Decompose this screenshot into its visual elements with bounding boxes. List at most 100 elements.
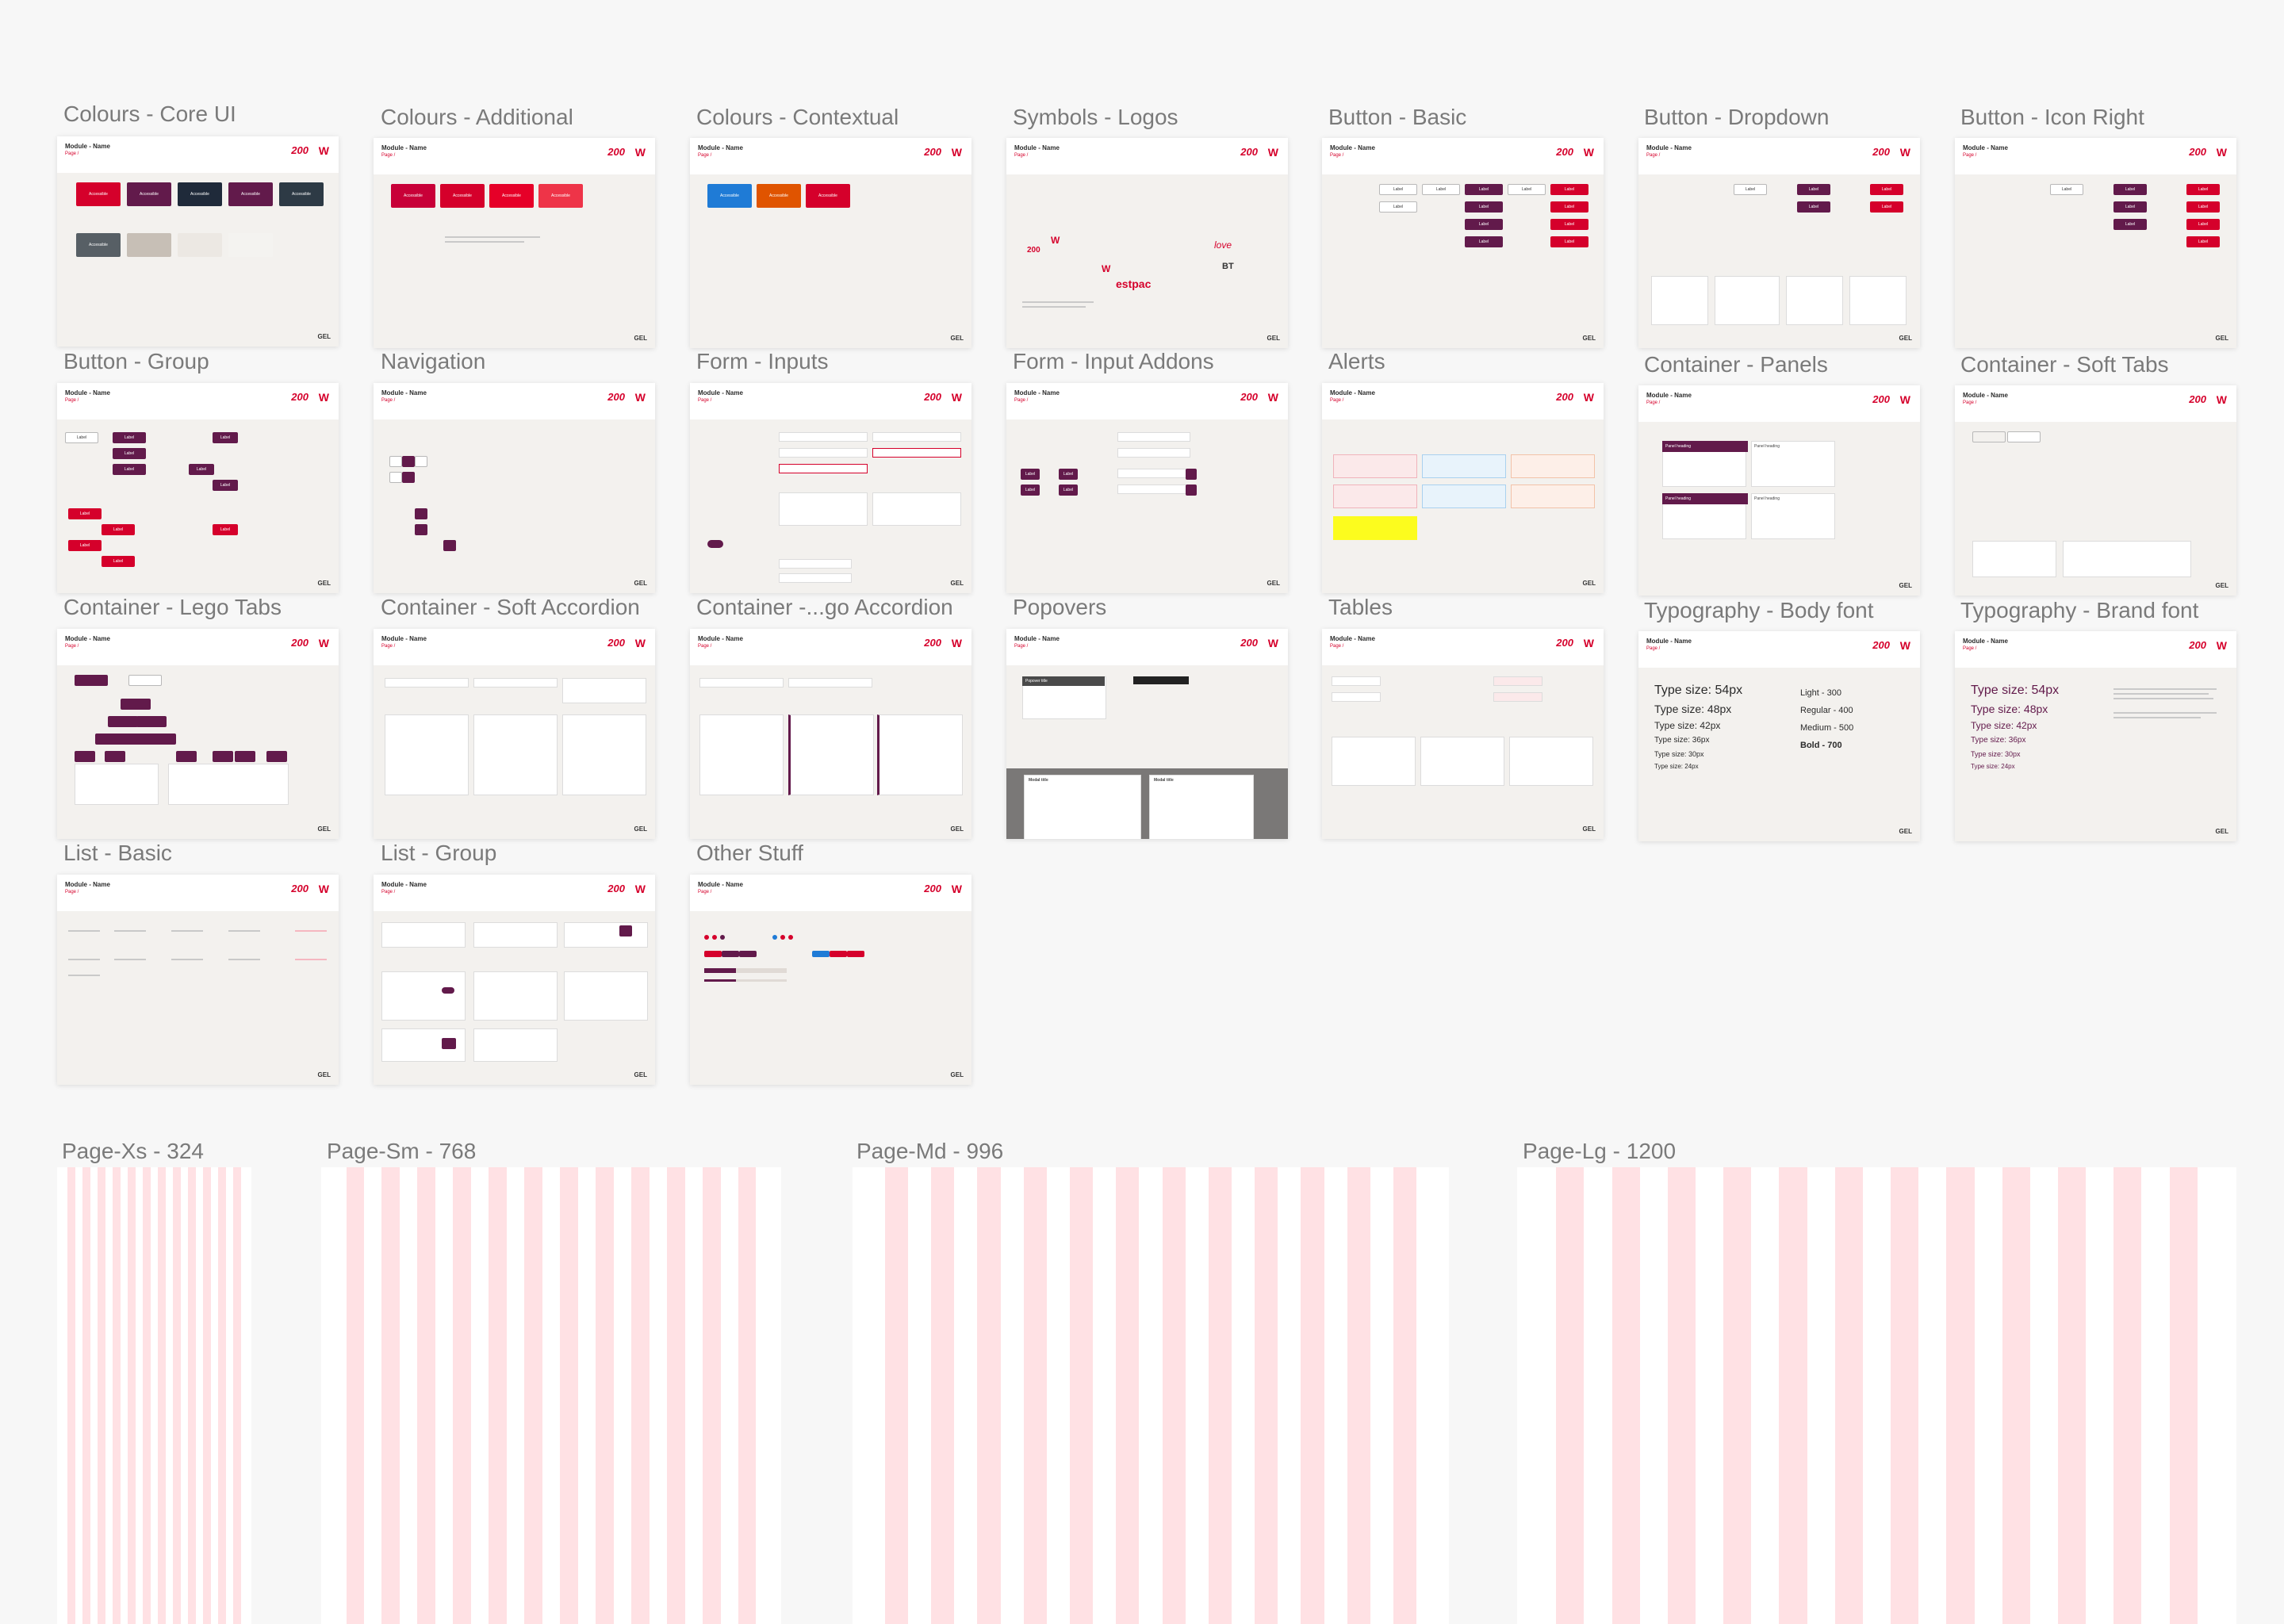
group-button[interactable]: Label: [213, 432, 238, 443]
list-group-toggle[interactable]: [442, 1038, 456, 1049]
dropdown-button[interactable]: Label: [1734, 184, 1767, 195]
lego-tab[interactable]: [105, 751, 125, 762]
pagination-item[interactable]: [402, 472, 415, 483]
toggle-switch[interactable]: [442, 987, 454, 994]
group-button[interactable]: Label: [68, 540, 102, 551]
board-button-group[interactable]: Module - Name Page / 200 W Label Label L…: [57, 383, 339, 593]
grid-frame-xs[interactable]: [57, 1167, 251, 1624]
soft-tab[interactable]: [1972, 431, 2006, 442]
grid-frame-lg[interactable]: [1517, 1167, 2236, 1624]
board-list-group[interactable]: Module - Name Page / 200 W GEL: [374, 875, 655, 1085]
board-container-soft-tabs[interactable]: Module - Name Page / 200 W GEL: [1955, 385, 2236, 596]
board-colours-additional[interactable]: Module - Name Page / 200 W Accessible Ac…: [374, 138, 655, 348]
board-colours-contextual[interactable]: Module - Name Page / 200 W Accessible Ac…: [690, 138, 971, 348]
accordion-header[interactable]: [699, 678, 784, 688]
icon-right-button[interactable]: Label: [2186, 219, 2220, 230]
label-button[interactable]: Label: [1465, 184, 1503, 195]
addon-input[interactable]: [1117, 469, 1190, 478]
board-button-dropdown[interactable]: Module - Name Page / 200 W Label Label L…: [1638, 138, 1920, 348]
textarea[interactable]: [779, 492, 868, 526]
label-button[interactable]: Label: [1465, 201, 1503, 213]
label-button[interactable]: Label: [1422, 184, 1460, 195]
lego-tab[interactable]: [136, 716, 167, 727]
group-button[interactable]: Label: [113, 432, 146, 443]
dropdown-button[interactable]: Label: [1797, 184, 1830, 195]
group-button[interactable]: Label: [113, 464, 146, 475]
dropdown-button[interactable]: Label: [1870, 201, 1903, 213]
board-button-basic[interactable]: Module - Name Page / 200 W Label Label L…: [1322, 138, 1604, 348]
label-button[interactable]: Label: [1379, 201, 1417, 213]
addon-input[interactable]: [1117, 485, 1190, 494]
label-button[interactable]: Label: [1379, 184, 1417, 195]
lego-tab[interactable]: [75, 675, 108, 686]
group-button[interactable]: Label: [113, 448, 146, 459]
group-button[interactable]: Label: [102, 524, 135, 535]
board-typography-brand[interactable]: Module - Name Page / 200 W Type size: 54…: [1955, 631, 2236, 841]
board-container-panels[interactable]: Module - Name Page / 200 W Panel heading…: [1638, 385, 1920, 596]
label-button[interactable]: Label: [1550, 201, 1588, 213]
board-symbols-logos[interactable]: Module - Name Page / 200 W 200 W W estpa…: [1006, 138, 1288, 348]
group-button[interactable]: Label: [213, 480, 238, 491]
select-input[interactable]: [779, 573, 852, 583]
board-container-soft-accordion[interactable]: Module - Name Page / 200 W GEL: [374, 629, 655, 839]
grid-frame-sm[interactable]: [321, 1167, 781, 1624]
lego-tab[interactable]: [75, 751, 95, 762]
icon-right-button[interactable]: Label: [2113, 201, 2147, 213]
label-button[interactable]: Label: [1550, 219, 1588, 230]
label-button[interactable]: Label: [1550, 236, 1588, 247]
grid-frame-md[interactable]: [853, 1167, 1449, 1624]
lego-tab[interactable]: [213, 751, 233, 762]
lego-tab[interactable]: [266, 751, 287, 762]
label-button[interactable]: Label: [1465, 219, 1503, 230]
pagination-item[interactable]: [389, 456, 402, 467]
text-input[interactable]: [779, 448, 868, 458]
board-colours-core[interactable]: Module - Name Page / 200 W Accessible Ac…: [57, 136, 339, 347]
icon-right-button[interactable]: Label: [2186, 201, 2220, 213]
lego-tab[interactable]: [128, 675, 162, 686]
pagination-item[interactable]: [415, 524, 427, 535]
toggle-switch[interactable]: [707, 540, 723, 548]
lego-tab[interactable]: [235, 751, 255, 762]
pagination-item[interactable]: [415, 508, 427, 519]
label-button[interactable]: Label: [1550, 184, 1588, 195]
board-button-icon-right[interactable]: Module - Name Page / 200 W Label Label L…: [1955, 138, 2236, 348]
group-button[interactable]: Label: [213, 524, 238, 535]
lego-tab[interactable]: [95, 733, 176, 745]
lego-tab[interactable]: [121, 699, 151, 710]
pagination-item[interactable]: [415, 456, 427, 467]
pagination-item[interactable]: [402, 456, 415, 467]
board-list-basic[interactable]: Module - Name Page / 200 W GEL: [57, 875, 339, 1085]
text-input[interactable]: [872, 432, 961, 442]
addon-button[interactable]: Label: [1021, 485, 1040, 496]
board-typography-body[interactable]: Module - Name Page / 200 W Type size: 54…: [1638, 631, 1920, 841]
board-form-input-addons[interactable]: Module - Name Page / 200 W Label Label L…: [1006, 383, 1288, 593]
addon-button[interactable]: Label: [1021, 469, 1040, 480]
group-button[interactable]: Label: [102, 556, 135, 567]
group-button[interactable]: Label: [189, 464, 214, 475]
accordion-header[interactable]: [788, 678, 872, 688]
textarea[interactable]: [872, 492, 961, 526]
label-button[interactable]: Label: [1508, 184, 1546, 195]
board-container-lego-tabs[interactable]: Module - Name Page / 200 W GEL: [57, 629, 339, 839]
text-input[interactable]: [779, 432, 868, 442]
text-input-error[interactable]: [872, 448, 961, 458]
icon-right-button[interactable]: Label: [2113, 184, 2147, 195]
addon-input[interactable]: [1117, 432, 1190, 442]
soft-tab[interactable]: [2007, 431, 2041, 442]
accordion-header[interactable]: [385, 678, 469, 688]
addon-button[interactable]: [1186, 469, 1197, 480]
board-navigation[interactable]: Module - Name Page / 200 W GEL: [374, 383, 655, 593]
board-container-lego-accordion[interactable]: Module - Name Page / 200 W GEL: [690, 629, 971, 839]
lego-tab[interactable]: [176, 751, 197, 762]
icon-right-button[interactable]: Label: [2050, 184, 2083, 195]
dropdown-button[interactable]: Label: [1797, 201, 1830, 213]
group-button[interactable]: Label: [68, 508, 102, 519]
select-input[interactable]: [779, 559, 852, 569]
icon-right-button[interactable]: Label: [2186, 184, 2220, 195]
accordion-header[interactable]: [473, 678, 558, 688]
pagination-item[interactable]: [443, 540, 456, 551]
group-button[interactable]: Label: [65, 432, 98, 443]
label-button[interactable]: Label: [1465, 236, 1503, 247]
board-tables[interactable]: Module - Name Page / 200 W GEL: [1322, 629, 1604, 839]
dropdown-button[interactable]: Label: [1870, 184, 1903, 195]
